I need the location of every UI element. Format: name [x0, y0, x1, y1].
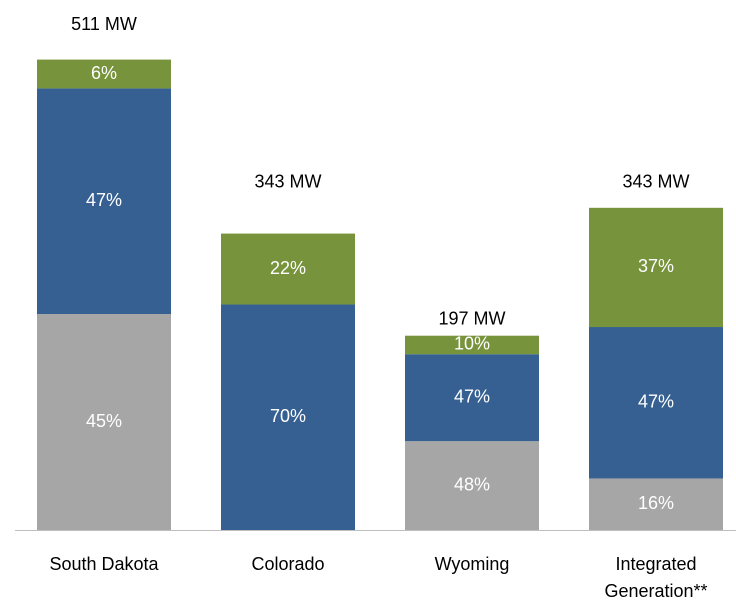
bar-segment — [37, 314, 171, 530]
x-tick-label: Integrated Generation** — [604, 554, 707, 601]
bar-segment — [589, 327, 723, 479]
bar-segment — [221, 304, 355, 530]
total-label: 511 MW — [71, 14, 137, 34]
segment-label: 6% — [91, 63, 117, 83]
x-tick-label: Colorado — [251, 554, 324, 574]
x-tick-label: South Dakota — [49, 554, 159, 574]
bar-segment — [37, 59, 171, 89]
segment-label: 22% — [270, 258, 306, 278]
bar-segment — [589, 207, 723, 328]
bar-segment — [405, 354, 539, 442]
segment-label: 47% — [86, 190, 122, 210]
total-label: 197 MW — [438, 309, 505, 329]
total-label: 343 MW — [254, 172, 321, 192]
bar-segment — [221, 233, 355, 305]
segment-label: 48% — [454, 474, 490, 494]
total-label: 343 MW — [622, 172, 689, 192]
segment-label: 47% — [454, 386, 490, 406]
bar-segment — [405, 335, 539, 355]
bar-segment — [37, 88, 171, 315]
segment-label: 10% — [454, 334, 490, 354]
x-tick-label: Wyoming — [435, 554, 510, 574]
segment-label: 16% — [638, 493, 674, 513]
bar-segment — [589, 478, 723, 530]
segment-label: 47% — [638, 391, 674, 411]
segment-label: 45% — [86, 411, 122, 431]
bar-segment — [405, 441, 539, 530]
segment-label: 37% — [638, 256, 674, 276]
segment-label: 70% — [270, 406, 306, 426]
